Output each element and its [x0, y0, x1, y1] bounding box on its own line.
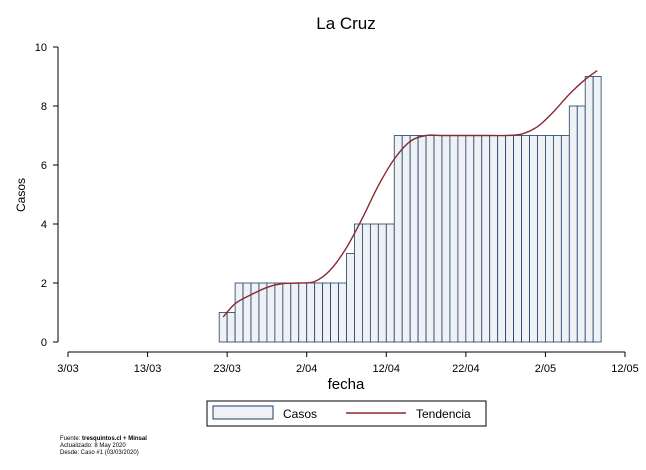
y-axis-label: Casos: [14, 178, 28, 212]
bar: [306, 282, 316, 343]
bar: [377, 223, 387, 343]
bars: [218, 76, 602, 343]
bar: [369, 223, 379, 343]
bar: [242, 282, 252, 343]
bar: [497, 135, 507, 343]
y-ticks: 0 2 4 6 8 10: [35, 42, 58, 349]
bar: [393, 135, 403, 343]
bar: [473, 135, 483, 343]
bar: [457, 135, 467, 343]
bar: [489, 135, 499, 343]
bar: [401, 135, 411, 343]
x-ticks: 3/03 13/03 23/03 2/04 12/04 22/04 2/05 12/05: [57, 352, 639, 375]
x-tick-label: 12/05: [611, 363, 639, 375]
chart-title: La Cruz: [316, 14, 376, 33]
legend: Casos Tendencia: [206, 400, 487, 427]
bar: [521, 135, 530, 343]
y-tick-label: 10: [35, 42, 47, 54]
x-tick-label: 2/04: [296, 363, 317, 375]
y-tick-label: 4: [41, 219, 47, 231]
bar: [330, 282, 339, 343]
bar: [513, 135, 522, 343]
bar: [433, 135, 443, 343]
bar: [545, 135, 554, 343]
bar: [234, 282, 244, 343]
y-tick-label: 8: [41, 101, 47, 113]
bar: [425, 135, 435, 343]
y-tick-label: 2: [41, 278, 47, 290]
bar: [338, 282, 347, 343]
trend-line: [222, 70, 598, 318]
bar: [568, 105, 578, 343]
y-tick-label: 6: [41, 160, 47, 172]
x-tick-label: 3/03: [57, 363, 78, 375]
source-line-1: Fuente: tresquintos.cl + Minsal: [60, 436, 147, 442]
x-tick-label: 22/04: [452, 363, 480, 375]
legend-label-casos: Casos: [283, 407, 317, 421]
bar: [552, 135, 562, 343]
bar: [465, 135, 475, 343]
bar: [362, 223, 371, 343]
bar: [354, 223, 363, 343]
bar: [529, 135, 538, 343]
bar: [505, 135, 514, 343]
bar: [290, 282, 300, 343]
bar: [298, 282, 308, 343]
x-axis-label: fecha: [328, 376, 365, 393]
bar: [560, 135, 570, 343]
bar: [226, 312, 236, 343]
source-line-2: Actualizado: 8 May 2020: [60, 443, 126, 449]
bar: [417, 135, 427, 343]
bar: [322, 282, 331, 343]
bar: [537, 135, 546, 343]
bar: [258, 282, 268, 343]
bar: [576, 105, 586, 343]
bar: [441, 135, 451, 343]
x-tick-label: 12/04: [373, 363, 401, 375]
bar: [481, 135, 491, 343]
y-tick-label: 0: [41, 337, 47, 349]
source-note: Fuente: tresquintos.cl + Minsal Actualiz…: [60, 436, 147, 457]
bar: [592, 76, 602, 343]
bar: [346, 253, 355, 343]
bar: [584, 76, 594, 343]
bar: [409, 135, 419, 343]
legend-label-tendencia: Tendencia: [416, 407, 471, 421]
bar: [218, 312, 228, 343]
x-tick-label: 2/05: [535, 363, 556, 375]
bar: [314, 282, 324, 343]
bar: [385, 223, 395, 343]
source-line-3: Desde: Caso #1 (03/03/2020): [60, 450, 139, 456]
x-tick-label: 13/03: [134, 363, 162, 375]
x-tick-label: 23/03: [213, 363, 241, 375]
bar: [282, 282, 292, 343]
bar: [274, 282, 284, 343]
legend-swatch-casos: [212, 405, 274, 420]
bar: [266, 282, 276, 343]
bar: [449, 135, 459, 343]
